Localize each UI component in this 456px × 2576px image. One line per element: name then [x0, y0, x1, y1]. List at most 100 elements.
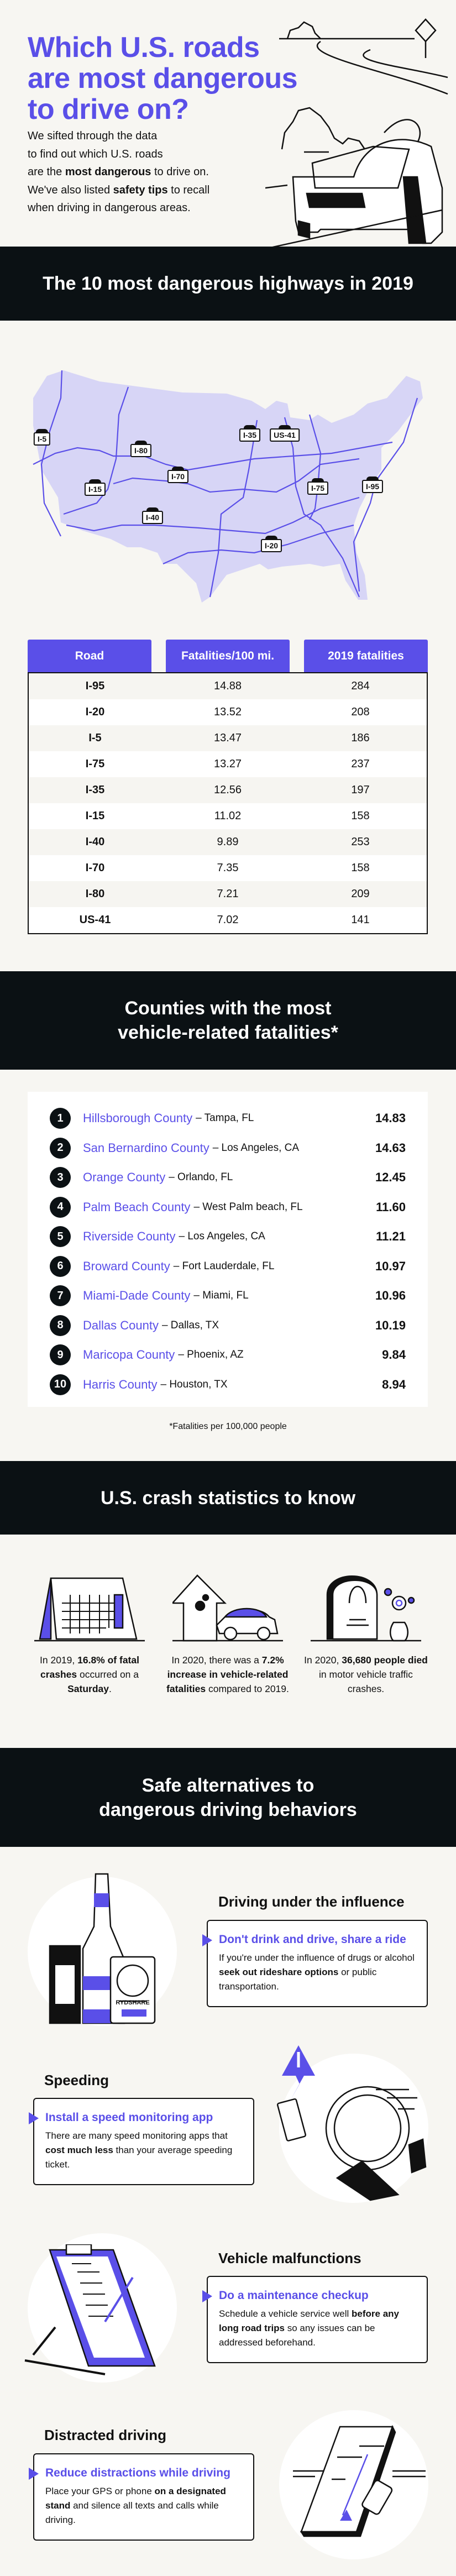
cell-fatalities-2019: 284: [351, 680, 370, 692]
county-value: 10.96: [375, 1289, 406, 1302]
table-row: I-15 11.02 158: [29, 803, 427, 829]
car-crash-icon: [172, 1574, 283, 1642]
section-header-counties: Counties with the most vehicle-related f…: [0, 971, 456, 1070]
malfunction-tip-card: Do a maintenance checkup Schedule a vehi…: [202, 2276, 428, 2363]
intro-line: are the most dangerous to drive on.: [28, 163, 209, 181]
page-title: Which U.S. roads are most dangerous to d…: [28, 32, 298, 125]
section-header-highways: The 10 most dangerous highways in 2019: [0, 247, 456, 321]
intro-bold: most dangerous: [65, 166, 151, 178]
stat-text: In 2019,: [40, 1654, 78, 1666]
cell-fatalities-per-100mi: 13.52: [213, 706, 242, 718]
cell-road: I-70: [85, 862, 105, 874]
steering-wheel-warning-illustration: [276, 2045, 427, 2201]
county-place: – West Palm beach, FL: [193, 1201, 303, 1213]
distracted-tip-title: Reduce distractions while driving: [29, 2467, 242, 2480]
title-line: are most dangerous: [28, 62, 298, 95]
distracted-tip-body: Place your GPS or phone on a designated …: [45, 2484, 242, 2527]
cell-fatalities-2019: 197: [351, 784, 370, 796]
county-name: Harris County: [83, 1377, 158, 1391]
us-map-shape: [33, 370, 423, 603]
intro-text-part: to recall: [167, 184, 210, 196]
county-list-item: 2 San Bernardino County – Los Angeles, CA 1…: [50, 1137, 406, 1159]
title-line: Which U.S. roads: [28, 32, 260, 64]
table-row: I-75 13.27 237: [29, 751, 427, 777]
cell-fatalities-per-100mi: 11.02: [214, 810, 242, 822]
county-list-item: 4 Palm Beach County – West Palm beach, FL 1…: [50, 1196, 406, 1218]
table-row: I-40 9.89 253: [29, 829, 427, 855]
speeding-tip-card: Install a speed monitoring app There are…: [29, 2098, 254, 2185]
column-header-2019-fatalities: 2019 fatalities: [304, 640, 428, 672]
highway-shield-label: I-5: [33, 429, 51, 446]
cell-road: I-80: [85, 888, 105, 900]
highway-shield-label: I-40: [141, 507, 164, 524]
cell-fatalities-2019: 141: [351, 914, 370, 926]
intro-text-part: to drive on.: [151, 166, 209, 178]
stat-people-died: In 2020, 36,680 people died in motor veh…: [302, 1653, 429, 1696]
county-place: – Los Angeles, CA: [179, 1231, 265, 1242]
county-list-item: 9 Maricopa County – Phoenix, AZ 9.84: [50, 1344, 406, 1366]
county-value: 9.84: [382, 1348, 406, 1362]
county-list-item: 5 Riverside County – Los Angeles, CA 11.21: [50, 1226, 406, 1248]
section-header-alternatives: Safe alternatives to dangerous driving b…: [0, 1748, 456, 1847]
speeding-tip-body: There are many speed monitoring apps tha…: [45, 2129, 242, 2172]
tip-text: and silence all texts and calls while dr…: [45, 2500, 219, 2525]
clipboard-checklist-illustration: [24, 2244, 156, 2375]
malfunction-tip-title: Do a maintenance checkup: [202, 2289, 416, 2302]
cell-fatalities-per-100mi: 14.88: [213, 680, 242, 692]
cell-fatalities-2019: 158: [351, 810, 370, 822]
highway-shield-label: US-41: [270, 425, 300, 442]
column-header-road: Road: [28, 640, 151, 672]
county-name: San Bernardino County: [83, 1140, 209, 1155]
stat-text: occurred on a: [77, 1669, 139, 1680]
county-name: Hillsborough County: [83, 1111, 193, 1125]
cell-fatalities-per-100mi: 13.47: [213, 732, 242, 744]
county-place: – Orlando, FL: [169, 1171, 233, 1183]
stat-bold: 36,680 people died: [342, 1654, 428, 1666]
stat-saturday-crashes: In 2019, 16.8% of fatal crashes occurred…: [26, 1653, 153, 1696]
cell-fatalities-2019: 209: [351, 888, 370, 900]
rank-badge: 7: [50, 1285, 71, 1306]
cell-road: I-5: [88, 732, 102, 744]
tip-text: than your average speeding ticket.: [45, 2145, 233, 2170]
dui-tip-body: If you're under the influence of drugs o…: [219, 1951, 416, 1994]
tip-text: so any issues can be addressed beforehan…: [219, 2323, 375, 2348]
cell-fatalities-per-100mi: 7.21: [217, 888, 239, 900]
highway-shield-label: I-70: [167, 467, 189, 483]
county-name: Orange County: [83, 1170, 166, 1184]
cell-fatalities-per-100mi: 12.56: [213, 784, 242, 796]
cell-fatalities-2019: 186: [351, 732, 370, 744]
county-list-item: 8 Dallas County – Dallas, TX 10.19: [50, 1315, 406, 1337]
intro-text-part: We've also listed: [28, 184, 113, 196]
county-value: 10.97: [375, 1259, 406, 1273]
tip-bold: seek out rideshare options: [219, 1967, 339, 1977]
rank-badge: 6: [50, 1255, 71, 1277]
tip-text: There are many speed monitoring apps tha…: [45, 2130, 228, 2141]
table-row: I-80 7.21 209: [29, 881, 427, 907]
county-value: 8.94: [382, 1377, 406, 1391]
intro-text-part: are the: [28, 166, 65, 178]
cell-road: I-40: [85, 836, 105, 848]
cell-road: I-35: [85, 784, 105, 796]
tip-bold: before any long road trips: [219, 2308, 399, 2333]
tip-text: If you're under the influence of drugs o…: [219, 1952, 415, 1963]
stat-text: .: [109, 1683, 112, 1694]
county-list-item: 7 Miami-Dade County – Miami, FL 10.96: [50, 1285, 406, 1307]
table-row: I-5 13.47 186: [29, 725, 427, 751]
cell-fatalities-2019: 208: [351, 706, 370, 718]
speeding-heading: Speeding: [44, 2072, 109, 2088]
cell-road: US-41: [79, 914, 111, 926]
county-value: 11.21: [376, 1229, 406, 1243]
table-row: I-35 12.56 197: [29, 777, 427, 803]
county-value: 12.45: [375, 1170, 406, 1184]
intro-line: We've also listed safety tips to recall: [28, 181, 209, 200]
cell-fatalities-per-100mi: 9.89: [217, 836, 239, 848]
county-name: Palm Beach County: [83, 1200, 191, 1214]
cell-fatalities-per-100mi: 7.35: [217, 862, 239, 874]
county-name: Broward County: [83, 1259, 170, 1273]
rank-badge: 4: [50, 1196, 71, 1218]
distracted-heading: Distracted driving: [44, 2427, 167, 2443]
county-place: – Houston, TX: [160, 1378, 228, 1390]
stat-text: In 2020,: [304, 1654, 342, 1666]
intro-line: when driving in dangerous areas.: [28, 202, 191, 214]
heading-line: dangerous driving behaviors: [99, 1799, 357, 1820]
